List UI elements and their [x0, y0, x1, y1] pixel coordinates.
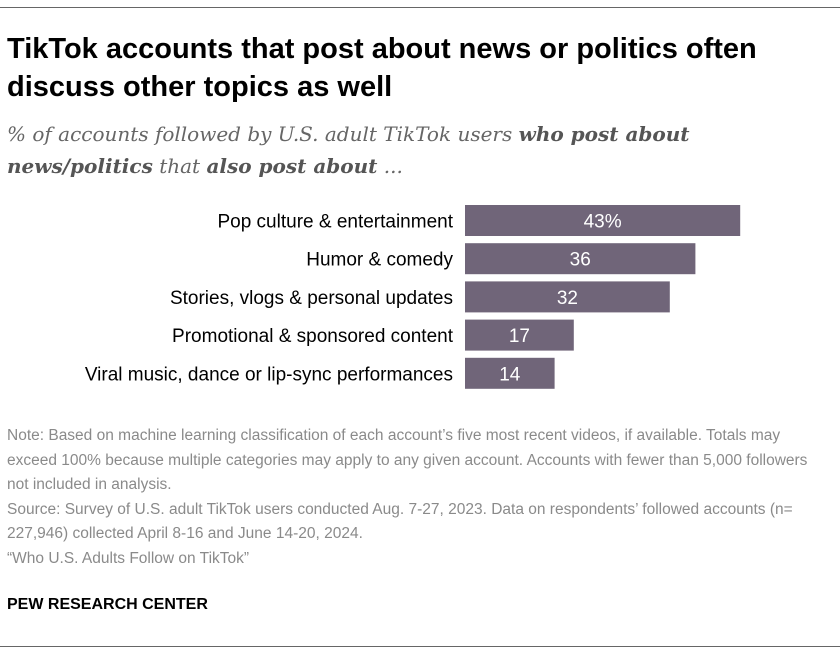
subtitle-bold1: who post about news/politics: [7, 122, 690, 178]
chart-title: TikTok accounts that post about news or …: [7, 33, 757, 103]
bar: [465, 243, 696, 275]
bar: [465, 319, 574, 351]
source-text: Source: Survey of U.S. adult TikTok user…: [7, 500, 793, 543]
chart-subtitle: % of accounts followed by U.S. adult Tik…: [7, 118, 833, 182]
notes-block: Note: Based on machine learning classifi…: [7, 424, 833, 571]
subtitle-part1: % of accounts followed by U.S. adult Tik…: [7, 122, 519, 146]
org-name: PEW RESEARCH CENTER: [7, 596, 208, 613]
value-label: 32: [557, 288, 578, 309]
category-label: Promotional & sponsored content: [172, 326, 454, 347]
bar: [465, 205, 741, 236]
value-label: 14: [499, 364, 521, 385]
category-label: Humor & comedy: [306, 250, 453, 271]
value-label: 43%: [584, 212, 622, 233]
top-rule: [0, 7, 840, 8]
category-label: Viral music, dance or lip-sync performan…: [85, 364, 453, 385]
category-label: Pop culture & entertainment: [217, 212, 453, 233]
bar-chart: Pop culture & entertainment 43% Humor & co…: [85, 205, 741, 389]
value-label: 36: [570, 250, 591, 271]
report-title: “Who U.S. Adults Follow on TikTok”: [7, 549, 250, 567]
subtitle-bold2: also post about: [206, 154, 378, 178]
value-label: 17: [509, 326, 530, 347]
note-text: Note: Based on machine learning classifi…: [7, 427, 808, 493]
bar: [465, 281, 670, 313]
bar: [465, 357, 555, 389]
category-label: Stories, vlogs & personal updates: [170, 288, 453, 309]
subtitle-part2: that: [152, 154, 207, 178]
bottom-rule: [0, 646, 840, 647]
subtitle-part3: ...: [377, 154, 403, 178]
